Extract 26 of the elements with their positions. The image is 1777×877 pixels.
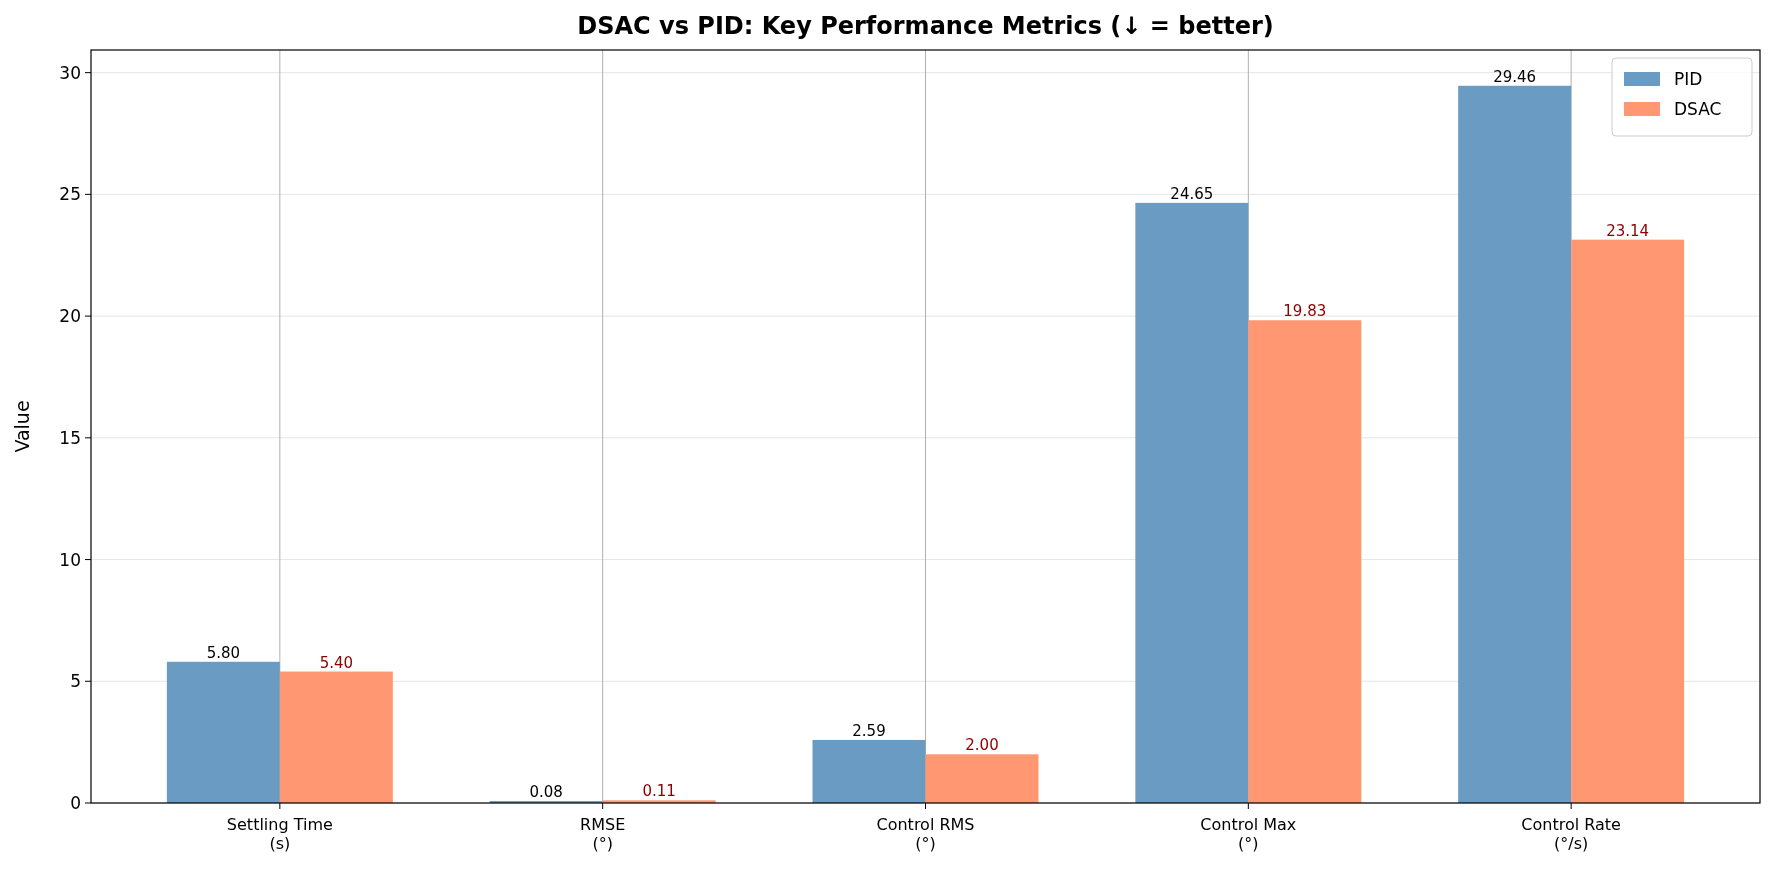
data-label: 23.14 — [1606, 221, 1650, 240]
data-label: 5.40 — [319, 653, 354, 672]
y-tick-label: 15 — [59, 427, 81, 448]
y-axis-title: Value — [11, 400, 33, 453]
x-tick-label: Control Rate (°/s) — [1521, 815, 1621, 853]
legend-label: DSAC — [1674, 98, 1722, 119]
x-tick-label: Control Max (°) — [1200, 815, 1297, 853]
x-tick-label: RMSE (°) — [580, 815, 626, 853]
x-tick-label: Settling Time (s) — [226, 815, 333, 853]
y-tick-label: 20 — [59, 306, 81, 327]
data-label: 5.80 — [206, 643, 241, 662]
data-label: 0.11 — [642, 782, 676, 801]
data-label: 0.08 — [529, 783, 563, 802]
data-label: 19.83 — [1283, 302, 1327, 321]
legend-label: PID — [1674, 68, 1703, 89]
data-label: 24.65 — [1170, 184, 1214, 203]
y-tick-label: 5 — [70, 671, 81, 692]
chart-title: DSAC vs PID: Key Performance Metrics (↓ = better) — [577, 12, 1274, 40]
x-tick-label: Control RMS (°) — [876, 815, 975, 853]
y-tick-label: 0 — [70, 792, 81, 813]
data-label: 2.00 — [965, 736, 999, 755]
y-tick-label: 10 — [59, 549, 81, 570]
data-label: 29.46 — [1493, 67, 1537, 86]
y-tick-label: 25 — [59, 184, 81, 205]
data-label: 2.59 — [852, 721, 886, 740]
y-tick-label: 30 — [59, 62, 81, 83]
